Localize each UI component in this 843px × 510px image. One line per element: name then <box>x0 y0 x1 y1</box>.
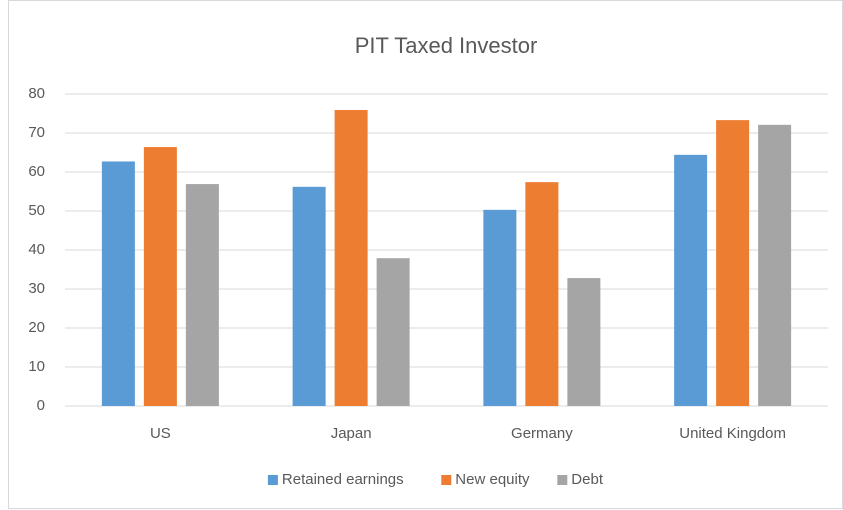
y-tick-label: 80 <box>28 85 45 102</box>
legend-swatch <box>267 475 278 485</box>
legend-label: Debt <box>571 471 604 488</box>
chart-title: PIT Taxed Investor <box>355 33 538 58</box>
bar <box>185 184 219 406</box>
bar <box>758 124 792 406</box>
bar <box>292 186 326 406</box>
y-tick-label: 20 <box>28 319 45 336</box>
y-tick-label: 70 <box>28 124 45 141</box>
legend-swatch <box>557 475 568 485</box>
bar <box>716 120 750 406</box>
x-tick-label: United Kingdom <box>679 425 786 442</box>
bar <box>376 258 410 406</box>
bar <box>143 147 177 407</box>
legend-label: New equity <box>455 471 530 488</box>
x-tick-label: Japan <box>331 425 372 442</box>
legend-label: Retained earnings <box>282 471 404 488</box>
y-tick-label: 60 <box>28 163 45 180</box>
bar <box>483 209 517 406</box>
legend-swatch <box>441 475 452 485</box>
y-tick-label: 10 <box>28 358 45 375</box>
y-tick-label: 50 <box>28 202 45 219</box>
bar <box>334 109 368 407</box>
bar <box>567 278 601 406</box>
bar <box>101 161 135 406</box>
y-tick-label: 30 <box>28 280 45 297</box>
bar <box>674 154 708 406</box>
y-tick-label: 40 <box>28 241 45 258</box>
y-tick-label: 0 <box>37 397 45 414</box>
x-tick-label: Germany <box>511 425 573 442</box>
x-tick-label: US <box>150 425 171 442</box>
bar <box>525 182 559 406</box>
